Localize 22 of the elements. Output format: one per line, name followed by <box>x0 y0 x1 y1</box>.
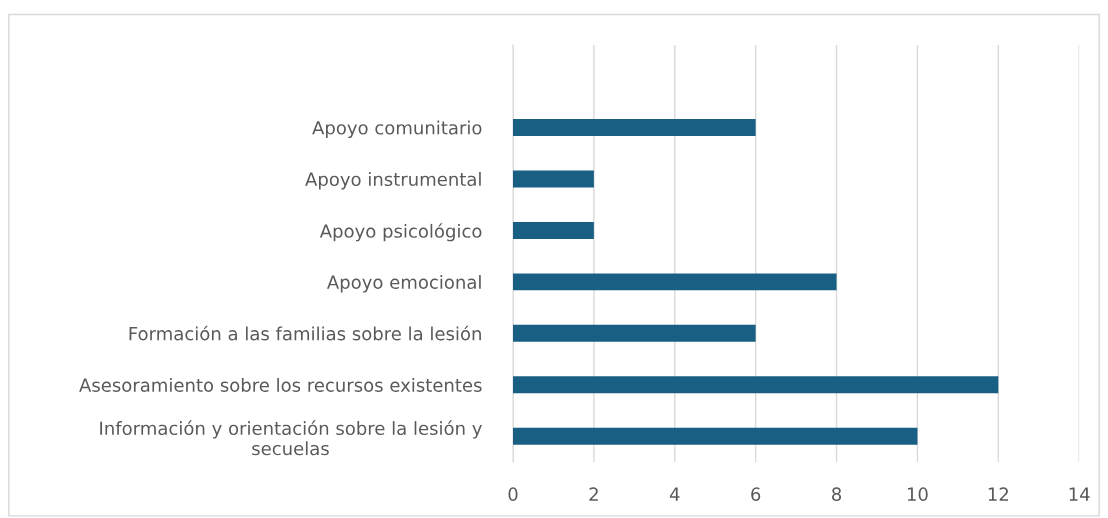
y-tick-label: Asesoramiento sobre los recursos existentes <box>79 377 482 392</box>
x-tick-label: 8 <box>832 487 842 502</box>
bar <box>513 118 756 136</box>
x-tick-label: 14 <box>1069 487 1090 501</box>
y-tick-label: Apoyo psicológico <box>319 223 482 242</box>
y-tick-label: Apoyo instrumental <box>305 172 481 190</box>
x-tick-label: 2 <box>589 487 598 501</box>
x-tick-label: 0 <box>508 487 518 502</box>
bar <box>513 324 756 342</box>
bar <box>513 273 837 291</box>
y-tick-label: Apoyo emocional <box>327 275 481 293</box>
bar <box>513 427 918 445</box>
x-tick-label: 4 <box>669 487 680 501</box>
bar <box>513 170 594 188</box>
x-tick-label: 6 <box>751 487 761 502</box>
bar <box>513 376 999 394</box>
x-tick-label: 10 <box>907 487 928 502</box>
y-tick-label: Información y orientación sobre la lesión y secuelas <box>100 420 482 456</box>
y-tick-label: Formación a las familias sobre la lesión <box>129 325 481 341</box>
bar <box>513 221 594 239</box>
x-tick-label: 12 <box>988 487 1008 501</box>
y-tick-label: Apoyo comunitario <box>312 120 482 139</box>
